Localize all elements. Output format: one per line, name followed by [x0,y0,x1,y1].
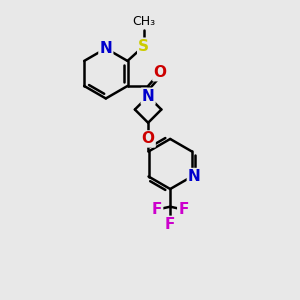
Text: F: F [152,202,162,217]
Text: F: F [178,202,189,217]
Text: S: S [138,39,149,54]
Text: N: N [188,169,201,184]
Text: O: O [142,131,154,146]
Text: CH₃: CH₃ [132,15,155,28]
Text: F: F [165,217,175,232]
Text: N: N [100,41,112,56]
Text: O: O [153,65,167,80]
Text: N: N [142,89,154,104]
